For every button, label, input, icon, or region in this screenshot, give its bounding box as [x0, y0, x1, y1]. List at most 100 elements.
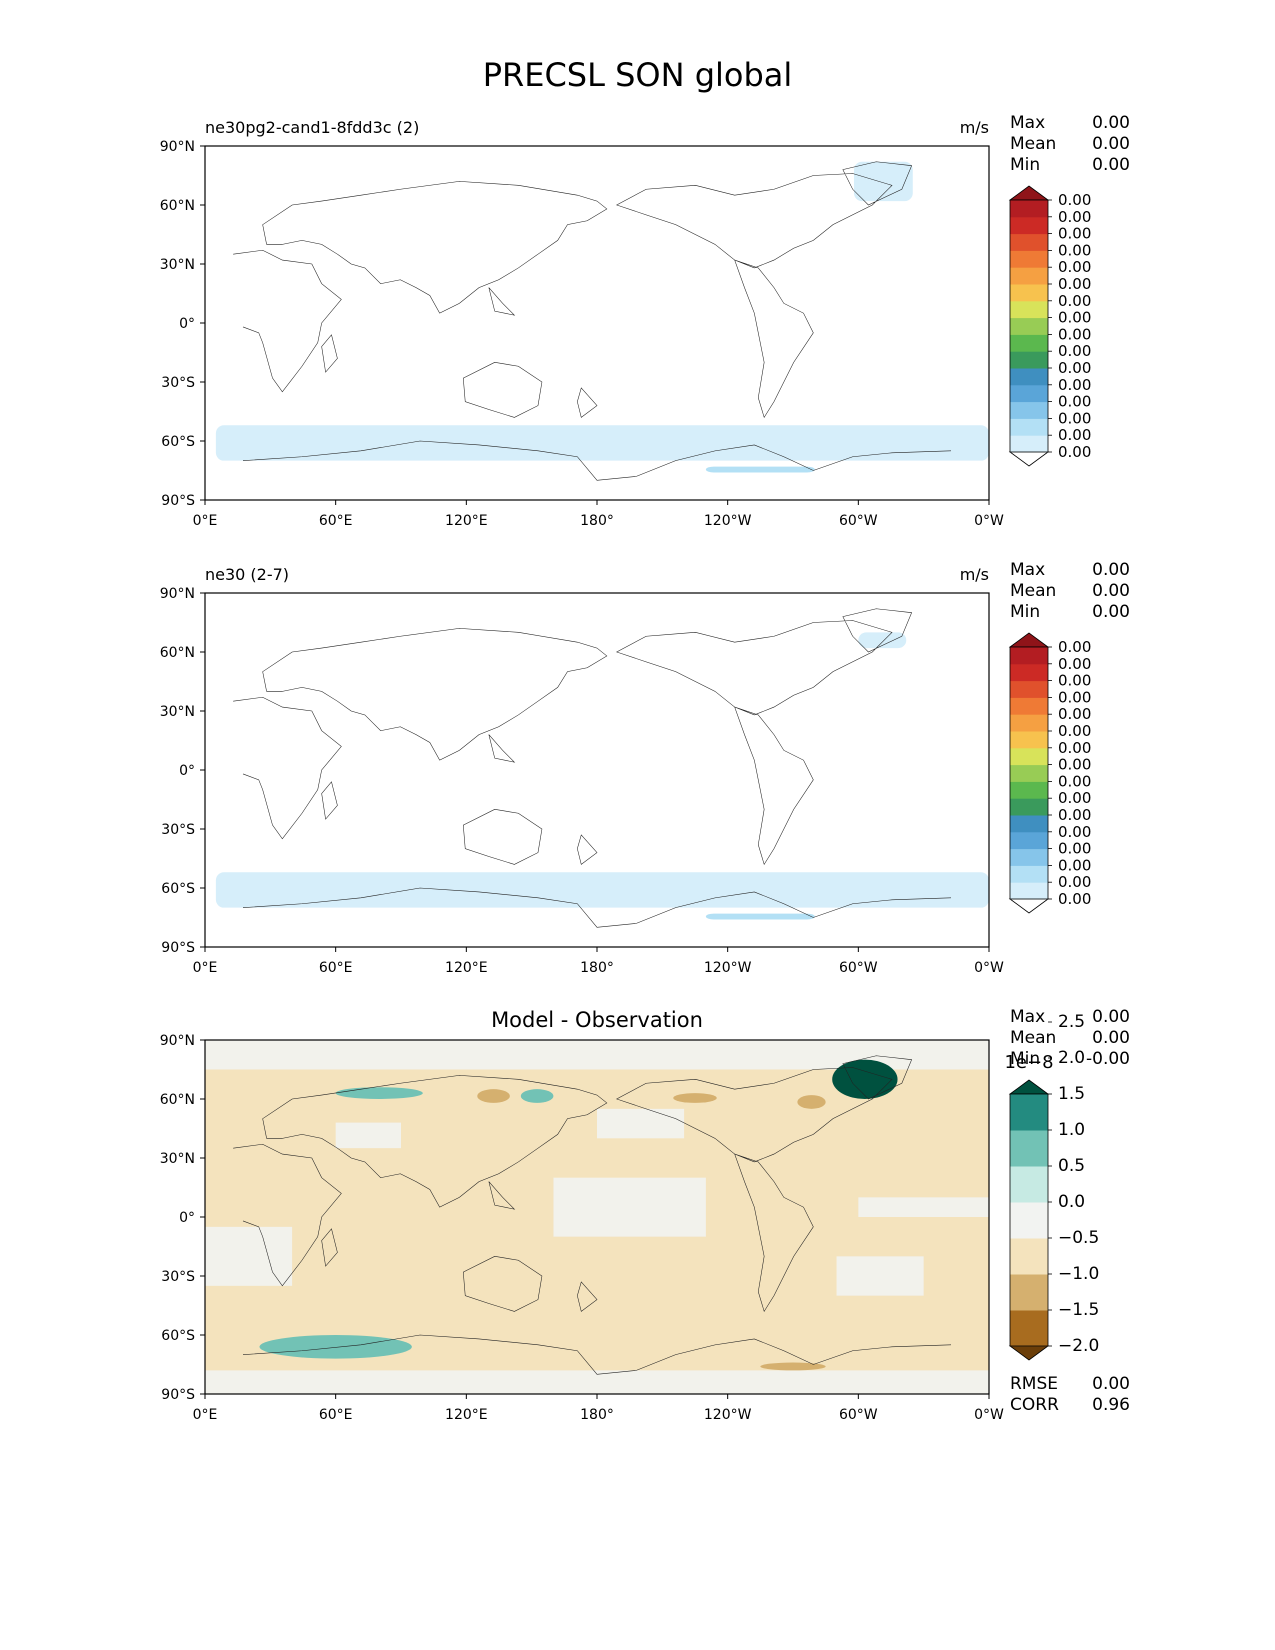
colorbar-segment	[1010, 865, 1048, 883]
panel-title: ne30 (2-7)	[205, 565, 289, 584]
colorbar-segment	[1010, 1274, 1048, 1311]
colorbar-tick-label: 0.00	[1058, 772, 1091, 790]
colorbar: −2.0 −1.5 −1.0 −0.5 0.0 0.5 1.0 1.5 2.0 2.51e−8	[1004, 1012, 1099, 1361]
y-tick-label: 30°S	[161, 1269, 195, 1285]
colorbar-tick-label: −0.5	[1058, 1228, 1099, 1248]
x-tick-label: 0°E	[193, 960, 218, 976]
colorbar-tick-label: 0.00	[1058, 856, 1091, 874]
x-tick-label: 120°W	[704, 960, 752, 976]
stat-label: Mean	[1010, 581, 1056, 601]
panel-title: ne30pg2-cand1-8fdd3c (2)	[205, 118, 419, 137]
colorbar-segment	[1010, 848, 1048, 866]
y-tick-label: 90°N	[160, 586, 195, 602]
colorbar-tick-label: 0.00	[1058, 275, 1091, 293]
panel-2: 0°E 60°E 120°E 180° 120°W 60°W 0°W 90°N 60°N 30°N…	[160, 560, 1130, 976]
colorbar-tick-label: 0.00	[1058, 191, 1091, 209]
colorbar-extend-high	[1008, 185, 1050, 201]
colorbar-segment	[1010, 1238, 1048, 1275]
y-tick-label: 90°N	[160, 1033, 195, 1049]
stat-value: 0.00	[1092, 581, 1130, 601]
x-tick-label: 0°E	[193, 513, 218, 529]
colorbar-tick-label: 0.00	[1058, 823, 1091, 841]
colorbar-extend-high	[1008, 632, 1050, 648]
stat-label: Min	[1010, 155, 1040, 175]
stat-value: 0.00	[1092, 113, 1130, 133]
stat-label: CORR	[1010, 1395, 1059, 1415]
diff-region-greenland-positive	[832, 1059, 898, 1100]
near-zero-patch	[836, 1256, 924, 1296]
panel-1: 0°E 60°E 120°E 180° 120°W 60°W 0°W 90°N 60°N 30°N…	[160, 113, 1130, 529]
precip-region-greenland	[853, 161, 913, 202]
x-tick-label: 60°E	[319, 960, 353, 976]
colorbar-tick-label: 0.00	[1058, 688, 1091, 706]
colorbar-segment	[1010, 1166, 1048, 1203]
y-tick-label: 90°S	[161, 493, 195, 509]
colorbar-segment	[1010, 418, 1048, 436]
stat-value: -0.00	[1086, 1049, 1130, 1069]
near-zero-patch	[597, 1108, 685, 1139]
colorbar-tick-label: 1.5	[1058, 1084, 1085, 1104]
colorbar-segment	[1010, 731, 1048, 749]
colorbar-tick-label: 0.00	[1058, 258, 1091, 276]
colorbar-segment	[1010, 680, 1048, 698]
colorbar-segment	[1010, 267, 1048, 285]
colorbar-frame	[1009, 199, 1049, 453]
stat-label: Min	[1010, 1049, 1040, 1069]
colorbar-tick-label: 2.5	[1058, 1012, 1085, 1032]
diff-region-siberia-positive	[335, 1087, 423, 1099]
colorbar-tick-label: 0.00	[1058, 241, 1091, 259]
colorbar-segment	[1010, 233, 1048, 251]
colorbar-tick-label: 0.00	[1058, 806, 1091, 824]
precip-region-amundsen-sea	[705, 466, 815, 473]
y-tick-label: 0°	[179, 1210, 195, 1226]
colorbar-segment	[1010, 284, 1048, 302]
colorbar-tick-label: 0.00	[1058, 393, 1091, 411]
y-tick-label: 30°N	[160, 1151, 195, 1167]
near-zero-patch	[205, 1226, 293, 1286]
colorbar-tick-label: 0.00	[1058, 443, 1091, 461]
near-zero-patch	[205, 1370, 989, 1394]
colorbar-segment	[1010, 697, 1048, 715]
colorbar-tick-label: 0.00	[1058, 325, 1091, 343]
stat-value: 0.00	[1092, 602, 1130, 622]
stat-value: 0.00	[1092, 1028, 1130, 1048]
y-tick-label: 30°N	[160, 704, 195, 720]
x-tick-label: 120°W	[704, 513, 752, 529]
colorbar-tick-label: 0.00	[1058, 705, 1091, 723]
colorbar-tick-label: −2.0	[1058, 1336, 1099, 1356]
x-tick-label: 120°E	[445, 513, 488, 529]
stat-value: 0.00	[1092, 1374, 1130, 1394]
precip-region-southern-ocean-band	[215, 425, 989, 461]
colorbar-tick-label: 0.5	[1058, 1156, 1085, 1176]
colorbar-segment	[1010, 1310, 1048, 1347]
colorbar-segment	[1010, 401, 1048, 419]
colorbar-segment	[1010, 781, 1048, 799]
x-tick-label: 180°	[580, 960, 614, 976]
y-tick-label: 30°S	[161, 375, 195, 391]
colorbar-tick-label: 0.00	[1058, 225, 1091, 243]
y-tick-label: 60°S	[161, 1328, 195, 1344]
x-tick-label: 60°W	[839, 513, 878, 529]
colorbar-tick-label: 0.00	[1058, 409, 1091, 427]
colorbar-segment	[1010, 1202, 1048, 1239]
figure-title: PRECSL SON global	[482, 56, 793, 94]
y-tick-label: 90°S	[161, 1387, 195, 1403]
stat-value: 0.00	[1092, 560, 1130, 580]
stat-value: 0.00	[1092, 134, 1130, 154]
stat-label: Max	[1010, 113, 1045, 133]
y-tick-label: 30°N	[160, 257, 195, 273]
diff-region-north-pacific-positive	[520, 1089, 554, 1103]
colorbar-extend-low	[1008, 898, 1050, 914]
colorbar-segment	[1010, 351, 1048, 369]
colorbar-segment	[1010, 300, 1048, 319]
colorbar-segment	[1010, 764, 1048, 782]
colorbar-frame	[1009, 646, 1049, 900]
x-tick-label: 60°W	[839, 1407, 878, 1423]
x-tick-label: 0°E	[193, 1407, 218, 1423]
colorbar-tick-label: 0.00	[1058, 789, 1091, 807]
x-tick-label: 60°W	[839, 960, 878, 976]
colorbar-segment	[1010, 317, 1048, 335]
colorbar-segment	[1010, 384, 1048, 403]
x-tick-label: 0°W	[974, 1407, 1004, 1423]
y-tick-label: 60°N	[160, 645, 195, 661]
